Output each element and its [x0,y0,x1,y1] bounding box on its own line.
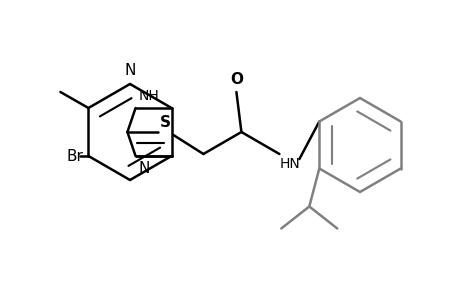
Text: HN: HN [279,157,300,171]
Text: NH: NH [138,89,159,103]
Text: N: N [138,161,150,176]
Text: Br: Br [67,148,83,164]
Text: S: S [160,115,171,130]
Text: O: O [230,72,242,87]
Text: N: N [124,63,135,78]
